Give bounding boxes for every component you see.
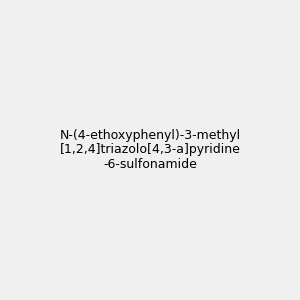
Text: N-(4-ethoxyphenyl)-3-methyl
[1,2,4]triazolo[4,3-a]pyridine
-6-sulfonamide: N-(4-ethoxyphenyl)-3-methyl [1,2,4]triaz… xyxy=(59,128,241,172)
